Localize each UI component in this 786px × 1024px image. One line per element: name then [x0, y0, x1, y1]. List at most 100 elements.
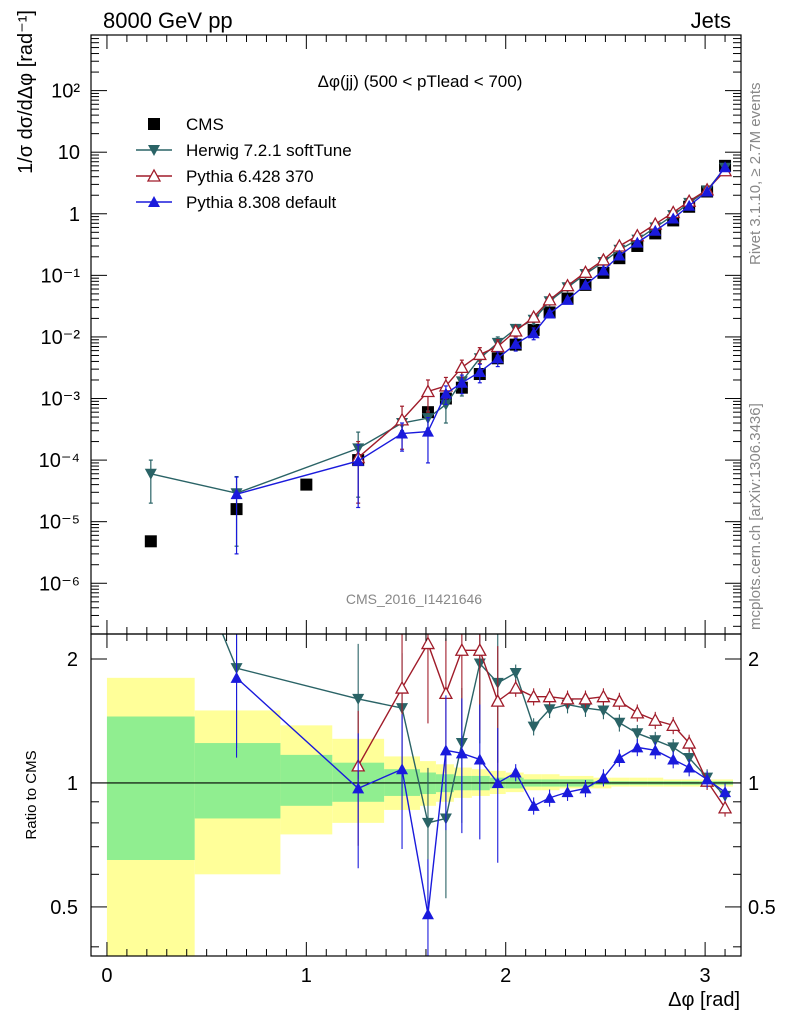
legend: CMS Herwig 7.2.1 softTune Pythia 6.428 370…	[136, 115, 352, 212]
ratio-point	[667, 742, 680, 754]
legend-marker	[146, 168, 162, 182]
ratio-point	[683, 752, 696, 764]
ratio-point	[630, 705, 645, 719]
data-point	[719, 161, 732, 173]
line-pythia-8-308-default	[236, 166, 726, 495]
y-tick-label: 10⁻¹	[41, 265, 81, 287]
ratio-point	[560, 691, 575, 705]
data-point	[613, 249, 626, 261]
ratio-y-tick-label: 1	[67, 773, 78, 795]
data-point	[420, 384, 436, 398]
ratio-point	[491, 776, 504, 788]
data-point	[631, 236, 644, 248]
y-tick-label: 10⁻⁵	[39, 512, 80, 534]
data-point	[473, 365, 486, 377]
x-axis-label: Δφ [rad]	[668, 989, 740, 1011]
data-point	[542, 292, 557, 306]
rivet-version-label: Rivet 3.1.10, ≥ 2.7M events	[747, 83, 764, 266]
ratio-point	[352, 693, 365, 705]
ratio-y-tick-label: 0.5	[50, 897, 78, 919]
ratio-point	[682, 735, 697, 749]
ratio-y-tick-label: 2	[67, 649, 78, 671]
ratio-point	[683, 761, 696, 773]
energy-label: 8000 GeV pp	[103, 8, 233, 33]
ratio-point	[719, 786, 732, 798]
ratio-axis-label: Ratio to CMS	[23, 750, 40, 839]
ratio-point	[667, 753, 680, 765]
legend-entry-cms: CMS	[148, 115, 224, 134]
data-point	[508, 323, 523, 337]
ratio-point	[613, 717, 626, 729]
ratio-point	[473, 753, 486, 765]
x-tick-label: 1	[301, 965, 312, 987]
ratio-point	[631, 741, 644, 753]
ratio-point	[717, 800, 733, 814]
data-point	[455, 376, 468, 388]
y-tick-label: 10⁻⁴	[39, 450, 80, 472]
ratio-point	[455, 747, 468, 759]
legend-label: CMS	[186, 115, 224, 134]
data-point	[667, 212, 680, 224]
y-axis-label: 1/σ dσ/dΔφ [rad⁻¹]	[15, 10, 37, 174]
ratio-point	[420, 636, 436, 650]
data-point	[144, 535, 157, 548]
ratio-point	[509, 667, 522, 679]
axes-ticks: 0 1 2 3 10⁻⁶ 10⁻⁵ 10⁻⁴ 10⁻³ 10⁻² 10⁻¹ 1 10 10² 0.5 0.5…	[39, 34, 776, 987]
ratio-point	[394, 680, 410, 694]
mcplots-reference-label: mcplots.cern.ch [arXiv:1306.3436]	[747, 403, 764, 630]
data-point	[509, 337, 522, 349]
ratio-plot-frame	[90, 633, 742, 957]
ratio-y-tick-label: 2	[748, 649, 759, 671]
ratio-point	[509, 766, 522, 778]
ratio-series-pythia-6-428-370	[351, 634, 733, 846]
ratio-point	[701, 773, 714, 785]
data-point	[352, 454, 365, 466]
data-point	[300, 478, 313, 491]
plot-title: Δφ(jj) (500 < pTlead < 700)	[318, 72, 523, 91]
data-point	[439, 387, 452, 399]
y-tick-label: 10²	[51, 81, 80, 103]
data-point	[396, 427, 409, 439]
ratio-point	[597, 705, 610, 717]
ratio-point	[396, 763, 409, 775]
ratio-point	[578, 691, 593, 705]
ratio-point	[613, 751, 626, 763]
data-point	[144, 468, 157, 480]
ratio-point	[579, 703, 592, 715]
ratio-point	[579, 782, 592, 794]
ratio-plot-marks	[221, 634, 733, 956]
ratio-point	[649, 744, 662, 756]
ratio-point	[508, 680, 523, 694]
ratio-point	[561, 786, 574, 798]
process-label: Jets	[691, 8, 731, 33]
data-point	[472, 347, 487, 361]
data-point	[649, 224, 662, 236]
analysis-watermark: CMS_2016_I1421646	[346, 591, 482, 607]
ratio-point	[543, 791, 556, 803]
ratio-point	[542, 689, 557, 703]
ratio-point	[526, 689, 541, 703]
ratio-point	[454, 642, 469, 656]
legend-entry-pythia-6-428-370: Pythia 6.428 370	[136, 167, 314, 186]
band-inner-bin	[194, 743, 281, 819]
data-point	[543, 307, 556, 319]
ratio-point	[631, 728, 644, 740]
data-point	[527, 327, 540, 339]
ratio-point	[543, 704, 556, 716]
ratio-point	[666, 717, 681, 732]
x-tick-label: 2	[500, 965, 511, 987]
data-point	[683, 199, 696, 211]
line-herwig-7-2-1-softtune	[150, 167, 726, 494]
ratio-point	[597, 771, 610, 783]
legend-label: Pythia 8.308 default	[186, 193, 337, 212]
ratio-uncertainty-bands	[91, 677, 741, 956]
ratio-point	[648, 712, 663, 726]
main-plot-marks	[144, 159, 733, 555]
ratio-point	[527, 799, 540, 811]
legend-label: Pythia 6.428 370	[186, 167, 314, 186]
ratio-point	[352, 782, 365, 794]
data-point	[561, 293, 574, 305]
ratio-line-herwig-7-2-1-softtune	[221, 634, 726, 824]
legend-marker	[148, 118, 160, 130]
legend-entry-herwig-7-2-1-softtune: Herwig 7.2.1 softTune	[136, 141, 352, 160]
